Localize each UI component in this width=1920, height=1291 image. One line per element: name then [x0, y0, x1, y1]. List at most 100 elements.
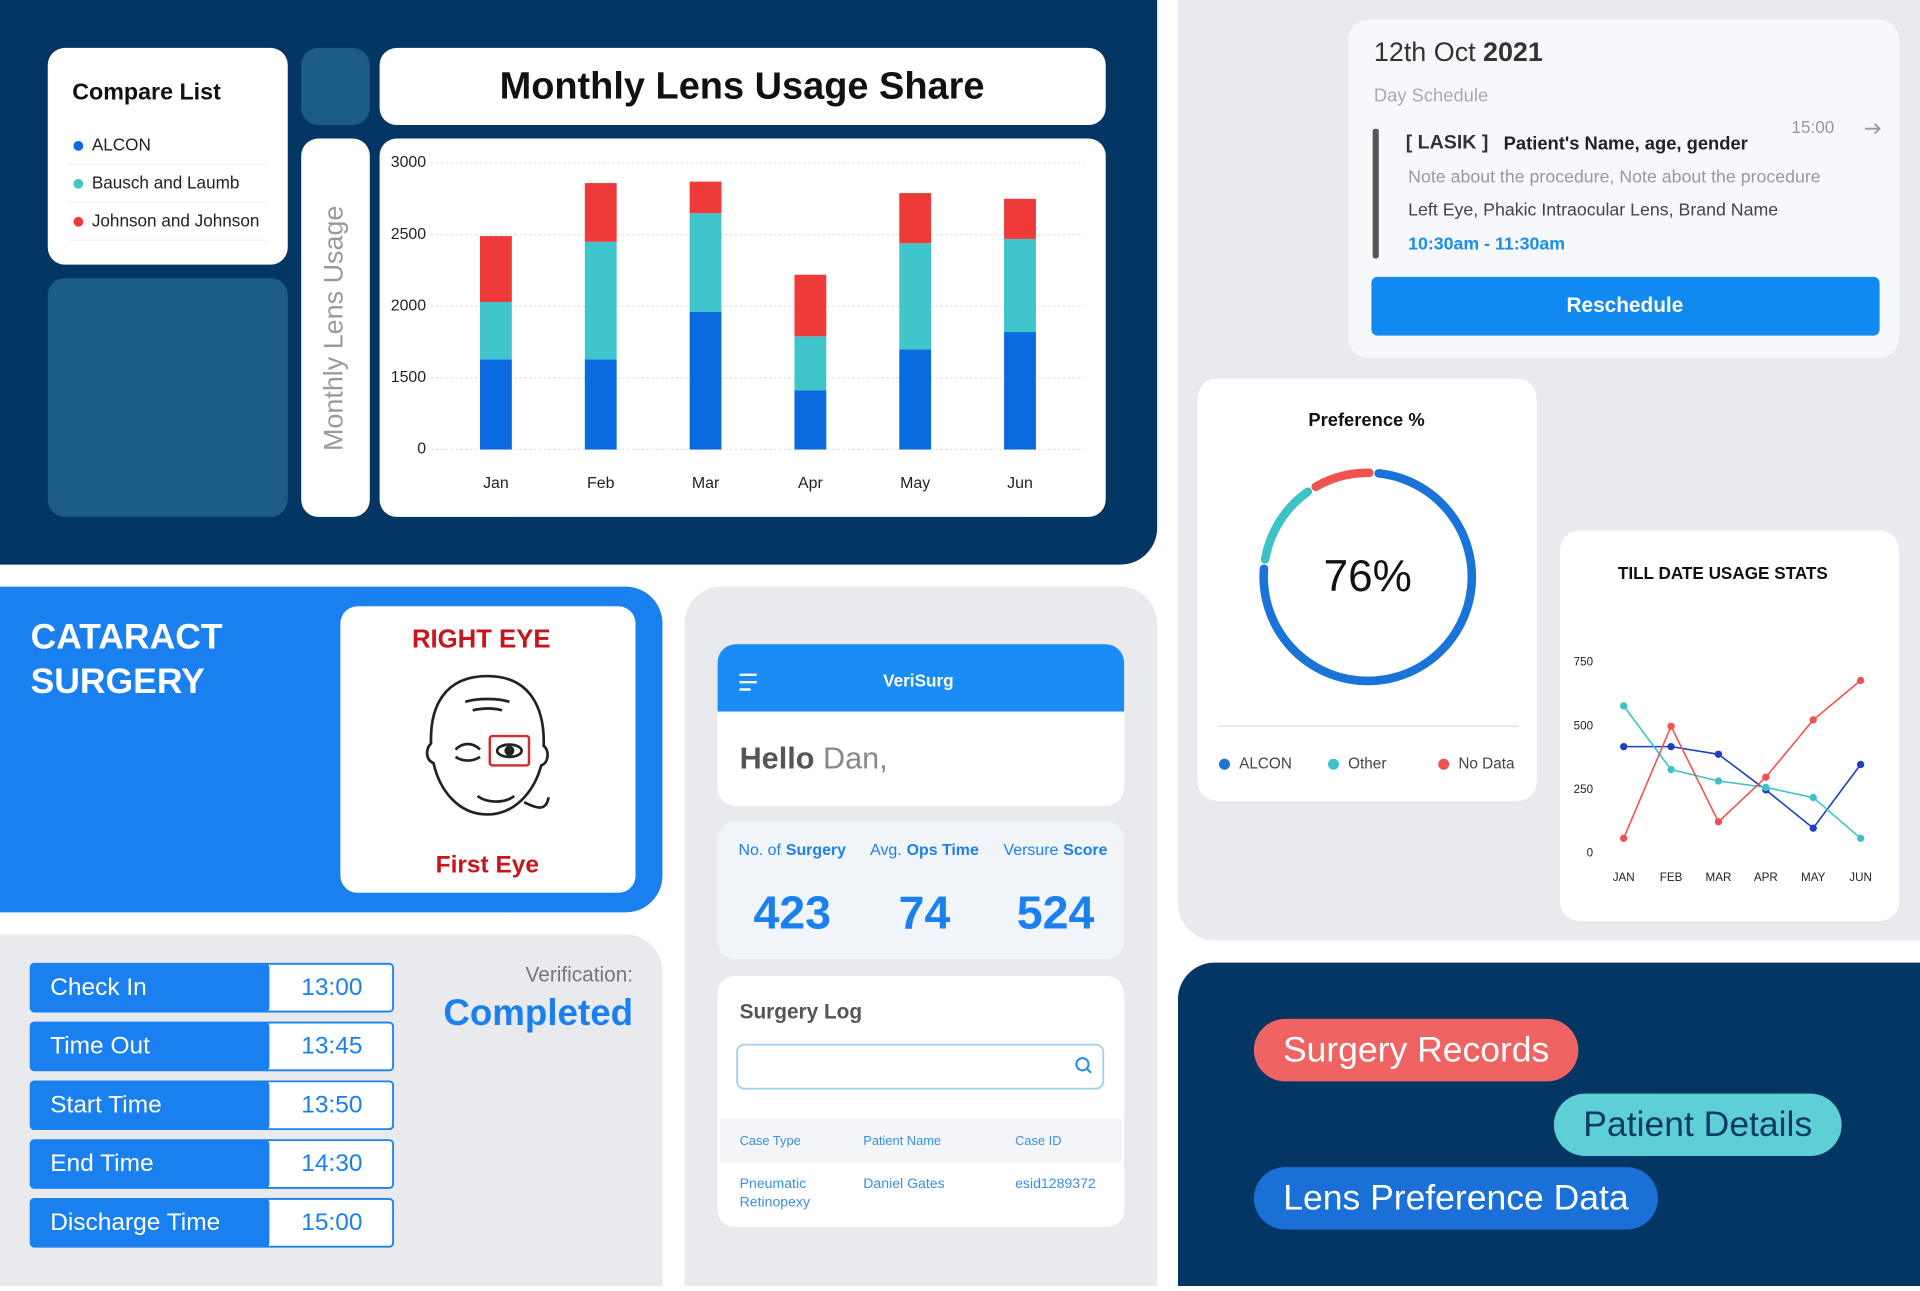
- legend-card: [47, 47, 288, 265]
- x-tick-label: MAY: [1801, 871, 1826, 884]
- x-tick-label: Jan: [483, 475, 509, 492]
- eye-card: [340, 606, 636, 893]
- reschedule-button[interactable]: [1371, 276, 1880, 336]
- time: 15:00: [1791, 117, 1834, 137]
- heading: CATARACT: [31, 617, 223, 657]
- step-cell: [30, 1140, 270, 1188]
- heading: SURGERY: [31, 661, 206, 701]
- x-tick-label: Apr: [798, 475, 823, 492]
- point: [1620, 834, 1628, 843]
- tag-pill[interactable]: [1253, 1018, 1579, 1082]
- chart-title: TILL DATE USAGE STATS: [1618, 563, 1828, 583]
- y-tick-label: 3000: [391, 154, 427, 171]
- arrow-icon[interactable]: [1864, 123, 1881, 135]
- search-icon[interactable]: [1086, 1068, 1092, 1074]
- center-label: 76%: [1324, 552, 1412, 601]
- cell: Pneumatic Retinopexy: [740, 1177, 810, 1210]
- point: [1856, 834, 1865, 843]
- y-tick-label: 250: [1574, 783, 1594, 796]
- x-tick-label: JAN: [1613, 871, 1635, 884]
- bar-segment: [794, 390, 827, 450]
- stat-value: 74: [899, 886, 951, 938]
- donut-arc: [1311, 468, 1374, 492]
- greeting: Hello Dan,: [740, 742, 888, 776]
- x-tick-label: MAR: [1706, 871, 1732, 884]
- search-box[interactable]: [736, 1043, 1105, 1090]
- point: [1809, 716, 1817, 724]
- bar-segment: [584, 183, 617, 242]
- stat-label: Score: [1063, 842, 1107, 859]
- tag-label[interactable]: Surgery Records: [1283, 1029, 1549, 1069]
- point: [1762, 773, 1770, 781]
- note: Note about the procedure, Note about the…: [1408, 166, 1821, 186]
- date: 12th Oct: [1374, 37, 1476, 67]
- search-icon[interactable]: [1075, 1057, 1090, 1072]
- schedule-card: [1348, 19, 1900, 358]
- line: [1622, 679, 1862, 839]
- tag-pill[interactable]: [1253, 1167, 1658, 1230]
- stats: No. of Surgery 423 Avg. Ops Time 74 Versure Sco…: [739, 842, 1108, 938]
- legend-label: Johnson and Johnson: [92, 210, 260, 230]
- menu-icon[interactable]: [739, 673, 757, 691]
- x-tick-label: JUN: [1849, 871, 1872, 884]
- slot: 10:30am - 11:30am: [1408, 234, 1565, 254]
- point: [1856, 760, 1865, 769]
- step-time: 15:00: [301, 1209, 362, 1236]
- bar-segment: [689, 213, 722, 312]
- tag: [ LASIK ]: [1406, 132, 1489, 154]
- point: [1620, 702, 1628, 710]
- step-cell: [30, 1198, 270, 1247]
- step-label: Discharge Time: [50, 1209, 220, 1236]
- stat-label: Versure Score: [1004, 842, 1108, 859]
- tag-label[interactable]: Patient Details: [1583, 1104, 1812, 1144]
- step-cell: [30, 1081, 270, 1130]
- y-tick-label: 0: [1587, 847, 1594, 860]
- user-name: Dan,: [823, 742, 888, 776]
- y-tick-label: 0: [417, 441, 426, 458]
- patient: Patient's Name, age, gender: [1504, 132, 1748, 153]
- bar-segment: [689, 311, 722, 450]
- tag-label[interactable]: Lens Preference Data: [1283, 1178, 1629, 1218]
- legend-label: No Data: [1458, 755, 1515, 772]
- stat-value: 524: [1017, 886, 1095, 938]
- step-label: Time Out: [50, 1033, 150, 1060]
- chart-title: Monthly Lens Usage Share: [500, 65, 985, 107]
- stats-card: [717, 821, 1125, 959]
- stat-label: Ops Time: [907, 842, 979, 859]
- y-tick-label: 2000: [391, 297, 427, 314]
- bar-segment: [794, 336, 827, 391]
- point: [1667, 722, 1675, 730]
- point: [1714, 777, 1723, 785]
- donut-card: [1197, 378, 1537, 801]
- line: [1623, 705, 1862, 839]
- stat-label: No. of Surgery: [739, 842, 847, 859]
- year: 2021: [1483, 37, 1543, 67]
- stat-value: 423: [753, 886, 831, 938]
- details: Left Eye, Phakic Intraocular Lens, Brand…: [1408, 199, 1778, 219]
- column-header: Case ID: [1015, 1133, 1061, 1148]
- step-cell: [30, 963, 270, 1012]
- y-axis-label: Monthly Lens Usage: [319, 206, 349, 451]
- stat-label: Surgery: [786, 842, 846, 859]
- bar-segment: [899, 349, 932, 450]
- legend-marker: [73, 178, 84, 189]
- title-card: [379, 47, 1106, 126]
- button-label[interactable]: Reschedule: [1567, 294, 1684, 317]
- x-tick-label: May: [900, 475, 930, 492]
- line-card: [1560, 530, 1900, 921]
- cell-text: Daniel Gates: [863, 1176, 945, 1192]
- x-tick-label: Feb: [587, 475, 615, 492]
- point: [1714, 750, 1723, 758]
- legend-marker: [1438, 758, 1450, 770]
- y-tick-label: 750: [1574, 656, 1594, 669]
- point: [1809, 793, 1817, 802]
- bar-segment: [584, 359, 617, 450]
- legend-label: Bausch and Laumb: [92, 172, 240, 192]
- point: [1667, 765, 1675, 774]
- verification-label: Verification:: [526, 964, 634, 987]
- x-tick-label: Jun: [1007, 475, 1033, 492]
- point: [1856, 676, 1865, 685]
- tag-pill[interactable]: [1553, 1093, 1842, 1157]
- bar-segment: [689, 181, 722, 214]
- x-tick-label: Mar: [692, 475, 720, 492]
